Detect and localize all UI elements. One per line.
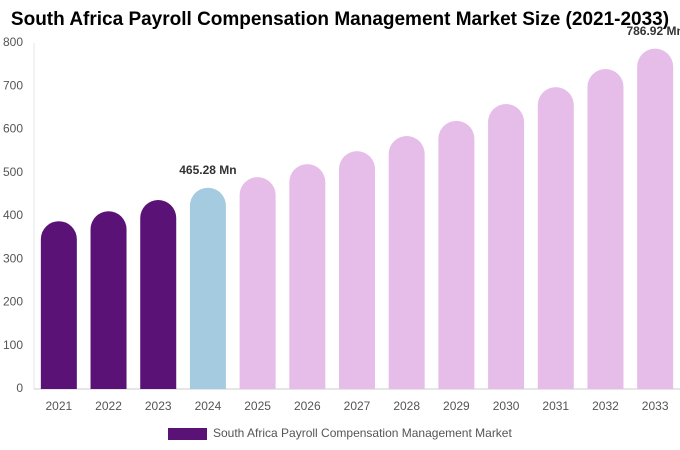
bar (140, 199, 177, 389)
bar (637, 48, 674, 389)
x-tick-label: 2031 (542, 399, 569, 413)
y-tick-label: 0 (16, 381, 23, 395)
bar (388, 135, 425, 389)
bar (239, 177, 276, 389)
x-tick-label: 2027 (344, 399, 371, 413)
bar (90, 211, 127, 389)
y-tick-label: 200 (3, 295, 23, 309)
x-tick-label: 2032 (592, 399, 619, 413)
x-tick-label: 2023 (145, 399, 172, 413)
bar (438, 120, 475, 389)
chart-title: South Africa Payroll Compensation Manage… (11, 9, 669, 30)
y-tick-label: 700 (3, 78, 23, 92)
legend-label: South Africa Payroll Compensation Manage… (213, 426, 512, 440)
bar (339, 151, 375, 389)
bar (189, 187, 226, 389)
x-tick-label: 2021 (45, 399, 72, 413)
x-tick-label: 2029 (443, 399, 470, 413)
x-tick-label: 2033 (642, 399, 669, 413)
legend-swatch (168, 428, 207, 440)
y-tick-label: 400 (3, 208, 23, 222)
x-tick-label: 2024 (195, 399, 222, 413)
bar (587, 68, 624, 389)
x-tick-label: 2030 (493, 399, 520, 413)
x-tick-label: 2025 (244, 399, 271, 413)
y-tick-label: 800 (3, 35, 23, 49)
bar (289, 164, 326, 389)
data-label: 465.28 Mn (179, 163, 236, 177)
bar (40, 221, 77, 389)
bar (488, 104, 525, 389)
y-tick-label: 500 (3, 165, 23, 179)
y-tick-label: 100 (3, 338, 23, 352)
x-tick-label: 2028 (393, 399, 420, 413)
data-label: 786.92 Mn (626, 24, 680, 38)
x-tick-label: 2022 (95, 399, 122, 413)
x-tick-label: 2026 (294, 399, 321, 413)
bar (537, 87, 574, 390)
y-tick-label: 300 (3, 251, 23, 265)
y-tick-label: 600 (3, 122, 23, 136)
